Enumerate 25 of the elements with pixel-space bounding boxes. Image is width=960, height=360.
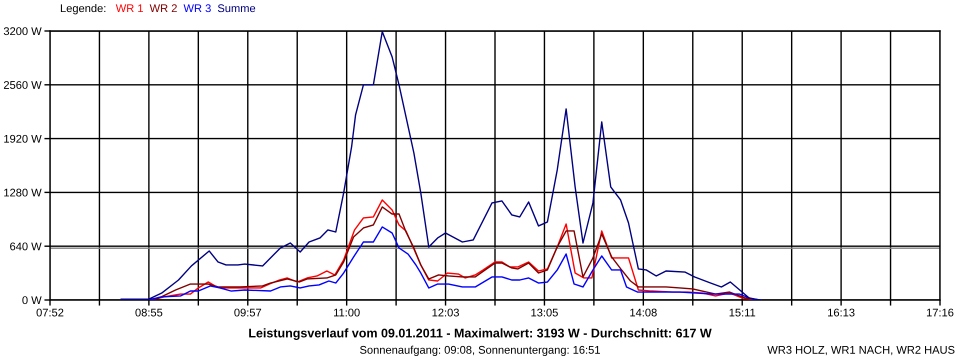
text: WR 2 bbox=[150, 4, 177, 12]
line-series bbox=[120, 31, 761, 300]
text: Summe bbox=[218, 4, 256, 12]
x-tick-label: 16:13 bbox=[828, 308, 855, 316]
x-tick-label: 09:57 bbox=[234, 308, 262, 316]
legend-title: Legende: bbox=[60, 4, 106, 14]
x-tick-label: 08:55 bbox=[135, 308, 162, 316]
y-tick-label: 3200 W bbox=[4, 27, 42, 36]
text: WR 3 bbox=[184, 4, 211, 12]
y-tick-label: 1280 W bbox=[4, 188, 42, 197]
y-tick-label: 640 W bbox=[10, 242, 42, 250]
text: WR 1 bbox=[116, 4, 143, 12]
x-tick-label: 11:00 bbox=[334, 308, 360, 316]
x-tick-label: 13:05 bbox=[531, 308, 558, 316]
x-tick-label: 14:08 bbox=[630, 308, 657, 316]
text: WR3 HOLZ, WR1 NACH, WR2 HAUS bbox=[767, 346, 954, 356]
x-tick-label: 07:52 bbox=[36, 308, 64, 316]
text: Leistungsverlauf vom 09.01.2011 - Maximalwert: 3193 W - Durchschnitt: 617 W bbox=[249, 328, 712, 340]
y-tick-label: 0 W bbox=[22, 296, 42, 304]
y-tick-label: 2560 W bbox=[4, 81, 42, 89]
x-tick-label: 12:03 bbox=[432, 308, 459, 316]
x-tick-label: 17:16 bbox=[926, 308, 954, 316]
x-tick-label: 15:11 bbox=[730, 308, 756, 316]
y-tick-label: 1920 W bbox=[4, 134, 42, 143]
text: Sonnenaufgang: 09:08, Sonnenuntergang: 16:51 bbox=[360, 346, 600, 356]
